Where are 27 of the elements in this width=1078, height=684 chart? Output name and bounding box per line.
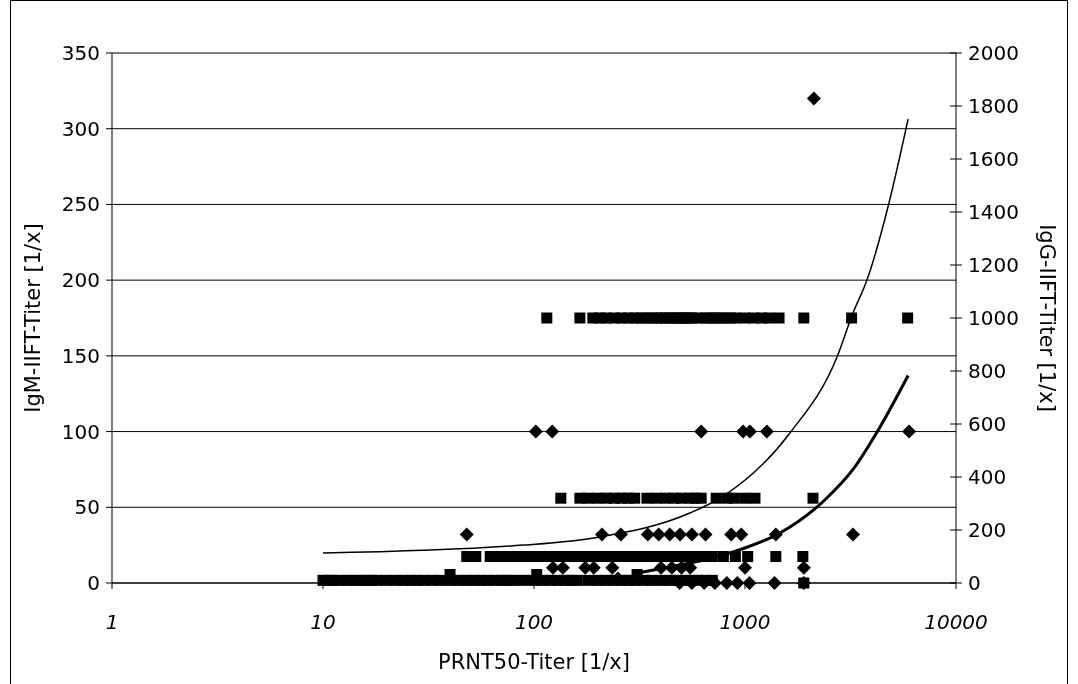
y-tick-label: 100 <box>61 419 100 444</box>
y2-tick-label: 400 <box>968 465 1007 489</box>
y-axis-title: IgM-IIFT-Titer [1/x] <box>21 223 45 413</box>
x-tick-label: 1000 <box>719 610 771 634</box>
y2-axis-title: IgG-IIFT-Titer [1/x] <box>1035 224 1059 412</box>
x-tick-label: 10000 <box>924 610 988 634</box>
x-tick-label: 100 <box>514 610 554 634</box>
x-tick-label: 10 <box>310 610 336 634</box>
y-tick-label: 300 <box>61 116 100 141</box>
x-tick-label: 1 <box>105 610 119 634</box>
y2-tick-label: 0 <box>968 571 981 595</box>
y2-tick-label: 1000 <box>968 306 1019 330</box>
y2-tick-label: 2000 <box>968 41 1019 65</box>
y2-tick-label: 1400 <box>968 200 1019 224</box>
y2-tick-label: 1200 <box>968 253 1019 277</box>
y-tick-label: 50 <box>74 495 100 520</box>
y-tick-label: 150 <box>61 343 100 368</box>
y-tick-label: 250 <box>61 192 100 217</box>
y2-tick-label: 1800 <box>968 94 1019 118</box>
y2-tick-label: 600 <box>968 412 1007 436</box>
y2-tick-label: 1600 <box>968 147 1019 171</box>
y-tick-label: 0 <box>87 571 100 595</box>
y2-tick-label: 200 <box>968 518 1007 542</box>
y-tick-label: 200 <box>61 268 100 293</box>
x-axis-title: PRNT50-Titer [1/x] <box>438 650 630 674</box>
y2-tick-label: 800 <box>968 359 1007 383</box>
y-tick-label: 350 <box>61 41 100 65</box>
